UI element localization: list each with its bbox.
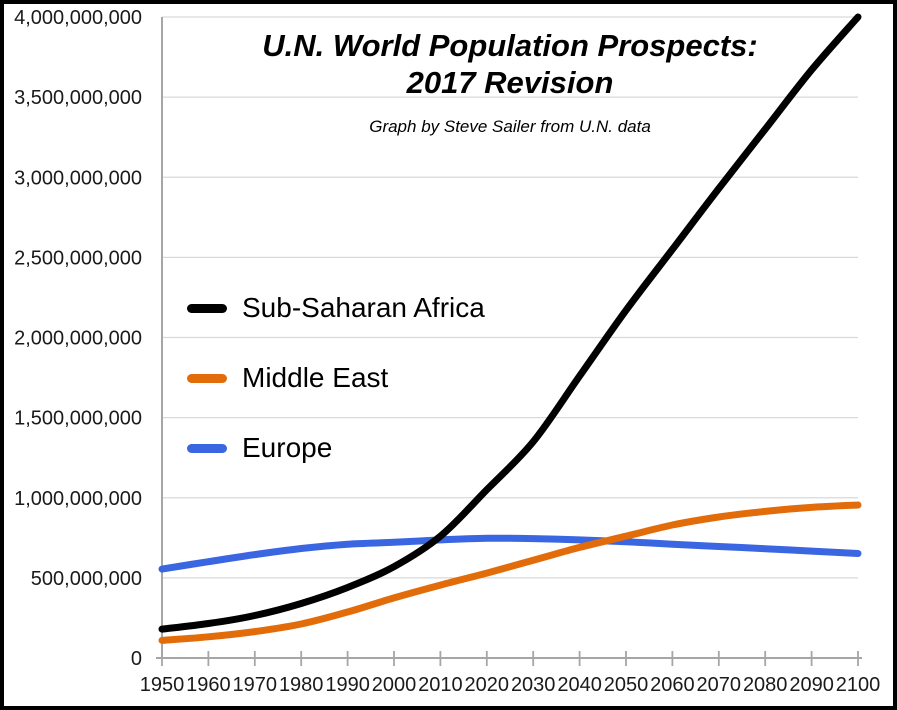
- legend-label-europe: Europe: [242, 432, 333, 463]
- x-tick-label: 2020: [465, 674, 510, 696]
- chart-subtitle: Graph by Steve Sailer from U.N. data: [369, 117, 651, 136]
- y-tick-label: 3,000,000,000: [14, 167, 142, 189]
- x-tick-label: 1950: [140, 674, 185, 696]
- x-tick-label: 2060: [650, 674, 695, 696]
- legend-swatch-sub-saharan-africa: [187, 303, 227, 313]
- y-tick-label: 0: [131, 648, 142, 670]
- x-tick-label: 2050: [604, 674, 649, 696]
- x-tick-label: 1970: [233, 674, 278, 696]
- x-tick-label: 2000: [372, 674, 417, 696]
- series-line-sub-saharan-africa: [158, 13, 862, 633]
- legend-item-sub-saharan-africa: Sub-Saharan Africa: [187, 273, 485, 343]
- x-tick-label: 2010: [418, 674, 463, 696]
- legend-label-sub-saharan-africa: Sub-Saharan Africa: [242, 292, 485, 323]
- chart-title-line2: 2017 Revision: [406, 65, 614, 100]
- series-line-europe: [158, 534, 862, 573]
- legend-swatch-middle-east: [187, 373, 227, 383]
- legend-label-middle-east: Middle East: [242, 362, 389, 393]
- x-tick-label: 2040: [557, 674, 602, 696]
- x-tick-label: 2070: [697, 674, 742, 696]
- chart-title-line1: U.N. World Population Prospects:: [262, 28, 758, 63]
- legend-swatch-europe: [187, 443, 227, 453]
- chart-legend: Sub-Saharan Africa Middle East Europe: [187, 273, 485, 483]
- chart-title-block: U.N. World Population Prospects: 2017 Re…: [162, 27, 858, 101]
- x-tick-label: 2080: [743, 674, 788, 696]
- x-tick-label: 1980: [279, 674, 324, 696]
- x-tick-label: 1960: [186, 674, 231, 696]
- legend-item-middle-east: Middle East: [187, 343, 485, 413]
- x-tick-label: 2090: [789, 674, 834, 696]
- legend-item-europe: Europe: [187, 413, 485, 483]
- x-tick-label: 2100: [836, 674, 881, 696]
- y-tick-label: 2,000,000,000: [14, 328, 142, 350]
- x-tick-label: 2030: [511, 674, 556, 696]
- y-tick-label: 500,000,000: [31, 568, 142, 590]
- series-line-middle-east: [158, 501, 862, 644]
- y-tick-label: 4,000,000,000: [14, 7, 142, 29]
- y-tick-label: 3,500,000,000: [14, 87, 142, 109]
- x-tick-label: 1990: [325, 674, 370, 696]
- y-tick-label: 1,000,000,000: [14, 488, 142, 510]
- y-tick-label: 1,500,000,000: [14, 408, 142, 430]
- y-tick-label: 2,500,000,000: [14, 247, 142, 269]
